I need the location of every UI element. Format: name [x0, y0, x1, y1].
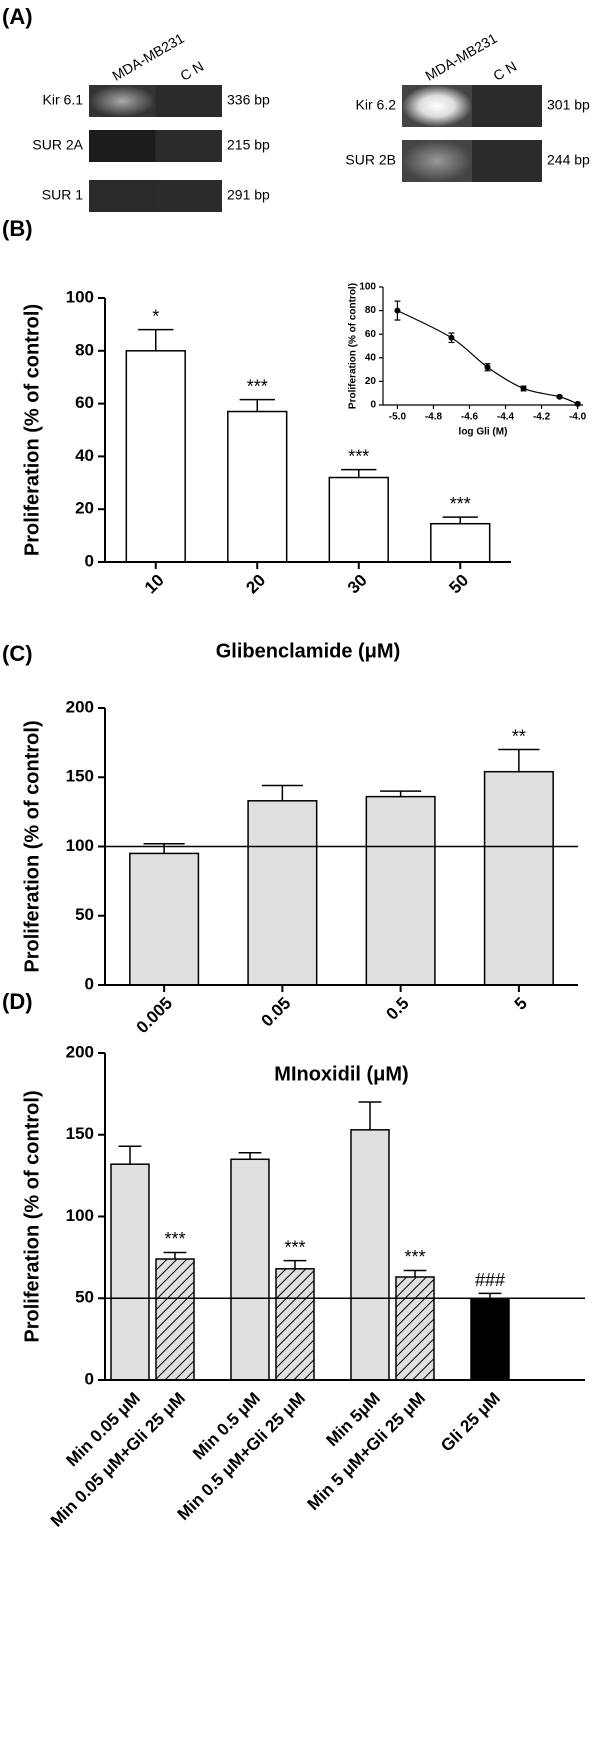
y-tick-label: 150 — [66, 767, 94, 786]
annotation: ### — [475, 1270, 505, 1290]
x-axis-label: Glibenclamide (μM) — [216, 640, 400, 662]
y-tick-label: 100 — [66, 836, 94, 855]
data-point — [556, 393, 563, 400]
band-size: 215 bp — [227, 137, 270, 153]
y-tick-label: 50 — [75, 905, 94, 924]
x-tick-label: 0.5 — [382, 994, 412, 1024]
panel-label: (D) — [2, 989, 33, 1014]
bar — [350, 1129, 390, 1381]
y-axis-label: Proliferation (% of control) — [348, 283, 359, 409]
lane-label: C N — [490, 58, 519, 84]
y-tick-label: 60 — [365, 329, 377, 340]
data-point — [574, 400, 581, 407]
band-size: 336 bp — [227, 92, 270, 108]
y-tick-label: 40 — [75, 446, 94, 465]
x-tick-label: -4.6 — [461, 412, 479, 423]
gel-band — [402, 140, 472, 182]
x-tick-label: -4.8 — [425, 412, 443, 423]
bar — [395, 1276, 435, 1381]
x-tick-label: 5 — [511, 994, 531, 1014]
y-tick-label: 40 — [365, 352, 377, 363]
band-size: 244 bp — [547, 152, 590, 168]
bar — [328, 476, 389, 563]
gel-band — [402, 85, 472, 127]
x-tick-label: 10 — [141, 571, 168, 598]
bar — [155, 1258, 195, 1381]
annotation: ** — [512, 726, 526, 746]
y-tick-label: 80 — [75, 340, 94, 359]
annotation: * — [152, 306, 159, 326]
bar — [365, 795, 436, 986]
band-name: SUR 2B — [345, 152, 396, 168]
data-point — [394, 307, 401, 314]
y-tick-label: 100 — [359, 282, 376, 293]
panel-label: (A) — [2, 4, 33, 29]
x-axis-label: MInoxidil (μM) — [274, 1063, 408, 1085]
x-tick-label: -4.2 — [533, 412, 551, 423]
gel-band — [89, 85, 156, 117]
x-tick-label: 0.005 — [133, 994, 177, 1038]
y-axis-label: Proliferation (% of control) — [21, 304, 43, 556]
y-axis-label: Proliferation (% of control) — [21, 720, 43, 972]
annotation: *** — [247, 376, 268, 396]
bar — [110, 1163, 150, 1381]
y-tick-label: 100 — [66, 1206, 94, 1225]
y-tick-label: 100 — [66, 287, 94, 306]
annotation: *** — [348, 446, 369, 466]
lane-label: C N — [177, 58, 206, 84]
bar — [125, 350, 186, 563]
y-tick-label: 0 — [85, 551, 94, 570]
annotation: *** — [284, 1237, 305, 1257]
data-point — [520, 385, 527, 392]
lane-label: MDA-MB231 — [109, 30, 187, 84]
annotation: *** — [450, 494, 471, 514]
data-point — [484, 364, 491, 371]
bar — [470, 1297, 510, 1381]
bar — [227, 410, 288, 563]
x-tick-label: 30 — [344, 571, 371, 598]
y-tick-label: 50 — [75, 1288, 94, 1307]
band-name: Kir 6.1 — [43, 92, 84, 108]
y-tick-label: 0 — [85, 974, 94, 993]
y-tick-label: 0 — [85, 1369, 94, 1388]
x-tick-label: 20 — [242, 571, 269, 598]
x-tick-label: 0.05 — [258, 994, 295, 1031]
annotation: *** — [164, 1229, 185, 1249]
y-tick-label: 20 — [365, 376, 377, 387]
band-name: SUR 2A — [32, 137, 83, 153]
bar — [275, 1268, 315, 1381]
bar — [230, 1158, 270, 1381]
band-name: SUR 1 — [42, 187, 83, 203]
panel-label: (B) — [2, 216, 33, 241]
lane-label: MDA-MB231 — [422, 30, 500, 84]
x-tick-label: -4.0 — [569, 412, 587, 423]
band-size: 291 bp — [227, 187, 270, 203]
x-tick-label: 50 — [445, 571, 472, 598]
y-tick-label: 200 — [66, 1042, 94, 1061]
band-size: 301 bp — [547, 97, 590, 113]
y-tick-label: 200 — [66, 697, 94, 716]
y-tick-label: 0 — [370, 400, 376, 411]
x-tick-label: -5.0 — [389, 412, 407, 423]
panel-label: (C) — [2, 641, 33, 666]
y-tick-label: 60 — [75, 393, 94, 412]
data-point — [448, 334, 455, 341]
bar — [483, 770, 554, 986]
y-tick-label: 20 — [75, 499, 94, 518]
bar — [129, 852, 200, 986]
bar — [247, 800, 318, 986]
x-tick-label: Gli 25 μM — [437, 1389, 504, 1456]
y-tick-label: 150 — [66, 1124, 94, 1143]
x-tick-label: -4.4 — [497, 412, 515, 423]
gel-band — [89, 130, 156, 162]
x-axis-label: log Gli (M) — [459, 427, 508, 438]
y-axis-label: Proliferation (% of control) — [21, 1090, 43, 1342]
y-tick-label: 80 — [365, 305, 377, 316]
fit-curve — [397, 310, 578, 405]
band-name: Kir 6.2 — [356, 97, 397, 113]
gel-band — [89, 180, 156, 212]
annotation: *** — [404, 1247, 425, 1267]
bar — [430, 522, 491, 563]
